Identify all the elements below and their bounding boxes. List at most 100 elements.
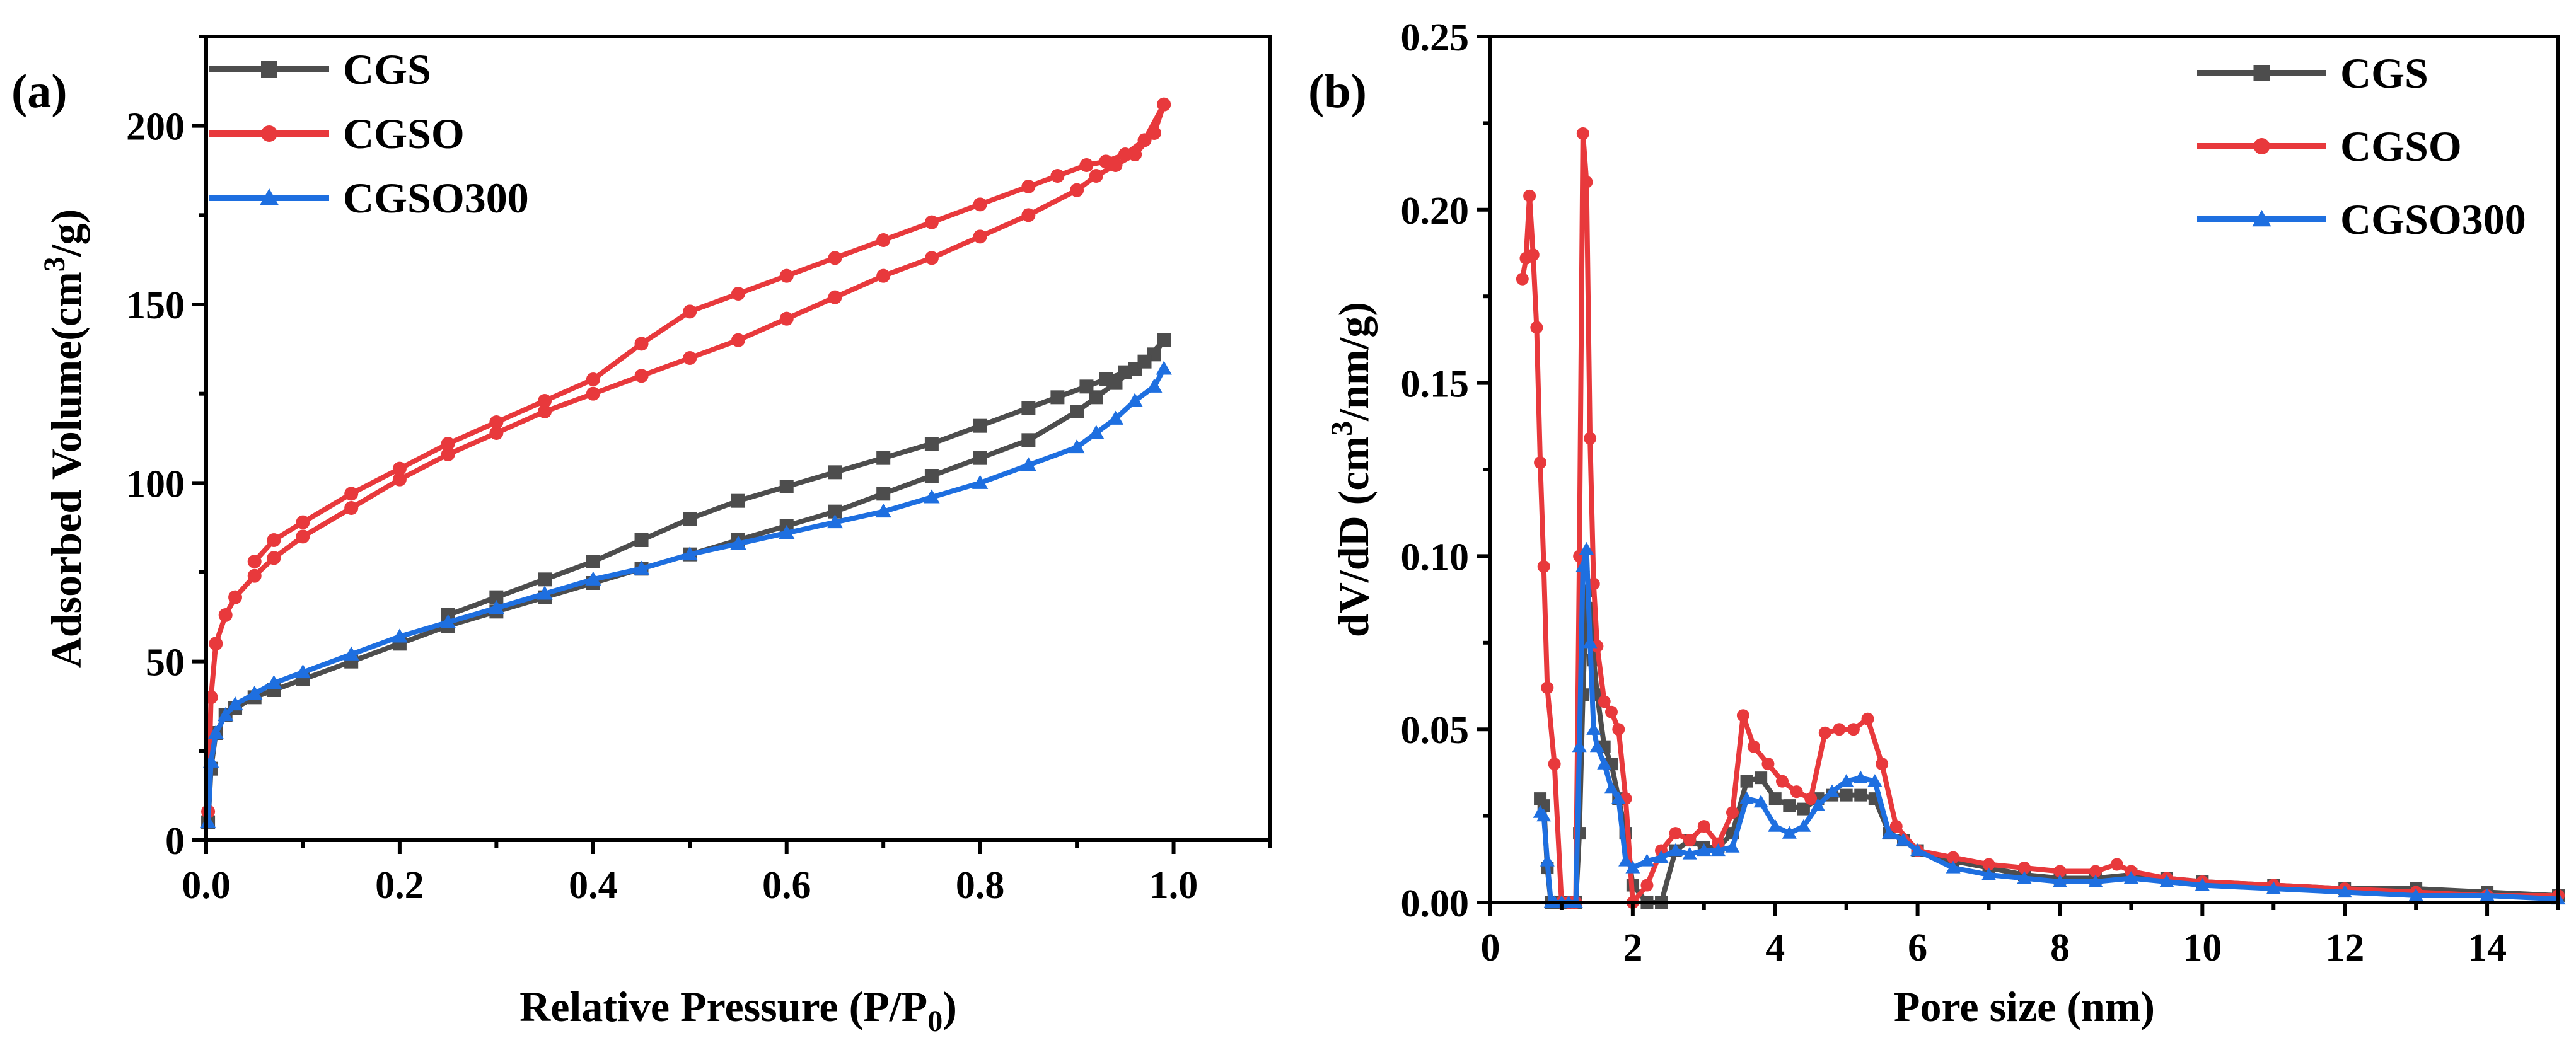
data-point (585, 571, 601, 586)
data-point (228, 590, 243, 604)
panel-a-y-ticks: 0 50 100 150 200 (126, 35, 206, 863)
data-point (1099, 154, 1113, 169)
data-point (1137, 354, 1152, 369)
legend-marker (261, 61, 277, 78)
data-point (218, 608, 233, 622)
data-point (1127, 393, 1143, 407)
legend-label: CGSO (343, 110, 465, 158)
data-point (924, 251, 939, 265)
data-point (1618, 853, 1633, 867)
series-cgs (201, 333, 1171, 829)
data-point (683, 512, 697, 526)
data-point (1839, 774, 1854, 787)
data-point (828, 290, 842, 304)
data-point (876, 233, 891, 247)
data-point (924, 437, 939, 451)
data-point (488, 600, 505, 614)
data-point (1537, 560, 1550, 573)
data-point (344, 487, 359, 501)
legend-item-cgs: CGS (2197, 49, 2428, 97)
data-point (1612, 723, 1625, 736)
data-point (1157, 97, 1171, 112)
data-point (2089, 865, 2102, 878)
data-point (1639, 853, 1654, 867)
data-point (489, 426, 504, 440)
series-cgso300 (200, 361, 1172, 829)
data-point (2017, 871, 2032, 884)
data-point (1580, 175, 1593, 188)
data-point (1768, 792, 1782, 805)
data-point (973, 197, 987, 212)
y-tick-label: 150 (126, 284, 185, 327)
data-point (1876, 758, 1889, 771)
data-point (1021, 401, 1036, 415)
legend-marker (260, 188, 279, 205)
x-tick-label: 12 (2325, 926, 2364, 969)
data-point (1611, 791, 1626, 804)
y-tick-label: 0.00 (1401, 882, 1470, 925)
x-tick-label: 8 (2050, 926, 2070, 969)
data-point (209, 637, 223, 651)
data-point (1589, 739, 1604, 753)
data-point (1861, 712, 1874, 725)
x-tick-label: 10 (2183, 926, 2222, 969)
data-point (538, 405, 552, 418)
data-point (247, 686, 263, 700)
data-point (1089, 390, 1103, 405)
data-point (634, 369, 649, 383)
data-point (1881, 826, 1896, 839)
data-point (2408, 888, 2423, 901)
data-point (683, 351, 697, 365)
data-point (1847, 723, 1860, 736)
data-point (634, 337, 649, 351)
data-point (392, 461, 407, 476)
legend-label: CGSO300 (2340, 195, 2526, 243)
data-point (924, 469, 939, 483)
data-point (1739, 791, 1755, 804)
data-point (1982, 858, 1995, 871)
panel-a-legend: CGS CGSO CGSO300 (209, 45, 529, 222)
data-point (1079, 158, 1094, 172)
data-point (1536, 809, 1552, 822)
series-cgso300 (1533, 541, 2566, 908)
data-point (489, 590, 504, 604)
data-point (1810, 798, 1825, 811)
data-point (1825, 784, 1840, 797)
data-point (972, 475, 989, 489)
data-point (1050, 169, 1065, 183)
data-point (1137, 133, 1152, 147)
data-point (1584, 432, 1597, 445)
legend-label: CGS (343, 45, 431, 93)
data-point (267, 533, 281, 547)
data-point (489, 415, 504, 429)
data-point (1625, 860, 1640, 874)
series-line-cgso300 (1538, 546, 2559, 905)
data-point (1147, 126, 1161, 140)
data-point (1597, 756, 1612, 770)
data-point (1050, 390, 1065, 405)
panel-a-x-axis-label-text: Relative Pressure (P/P (519, 983, 927, 1030)
data-point (1079, 379, 1094, 394)
data-point (247, 568, 262, 583)
data-point (730, 536, 746, 550)
y-tick-label: 100 (126, 463, 185, 505)
y-tick-label: 0.05 (1401, 709, 1470, 752)
y-tick-label: 0.25 (1401, 16, 1470, 59)
data-point (247, 555, 262, 568)
data-point (2123, 871, 2138, 884)
data-point (1761, 758, 1775, 771)
data-point (779, 311, 794, 326)
data-point (1947, 851, 1960, 864)
data-point (296, 529, 310, 544)
y-tick-label: 0.20 (1401, 190, 1470, 233)
data-point (1840, 788, 1853, 802)
data-point (227, 696, 243, 711)
data-point (1540, 853, 1555, 867)
panel-a: (a) 0.0 0.2 0.4 0.6 0.8 1.0 0 50 100 150 200 Rela… (11, 35, 1272, 1038)
data-point (2159, 874, 2174, 887)
data-point (392, 472, 407, 487)
legend-label: CGSO300 (343, 174, 529, 222)
data-point (2195, 878, 2210, 891)
data-point (1776, 775, 1789, 788)
